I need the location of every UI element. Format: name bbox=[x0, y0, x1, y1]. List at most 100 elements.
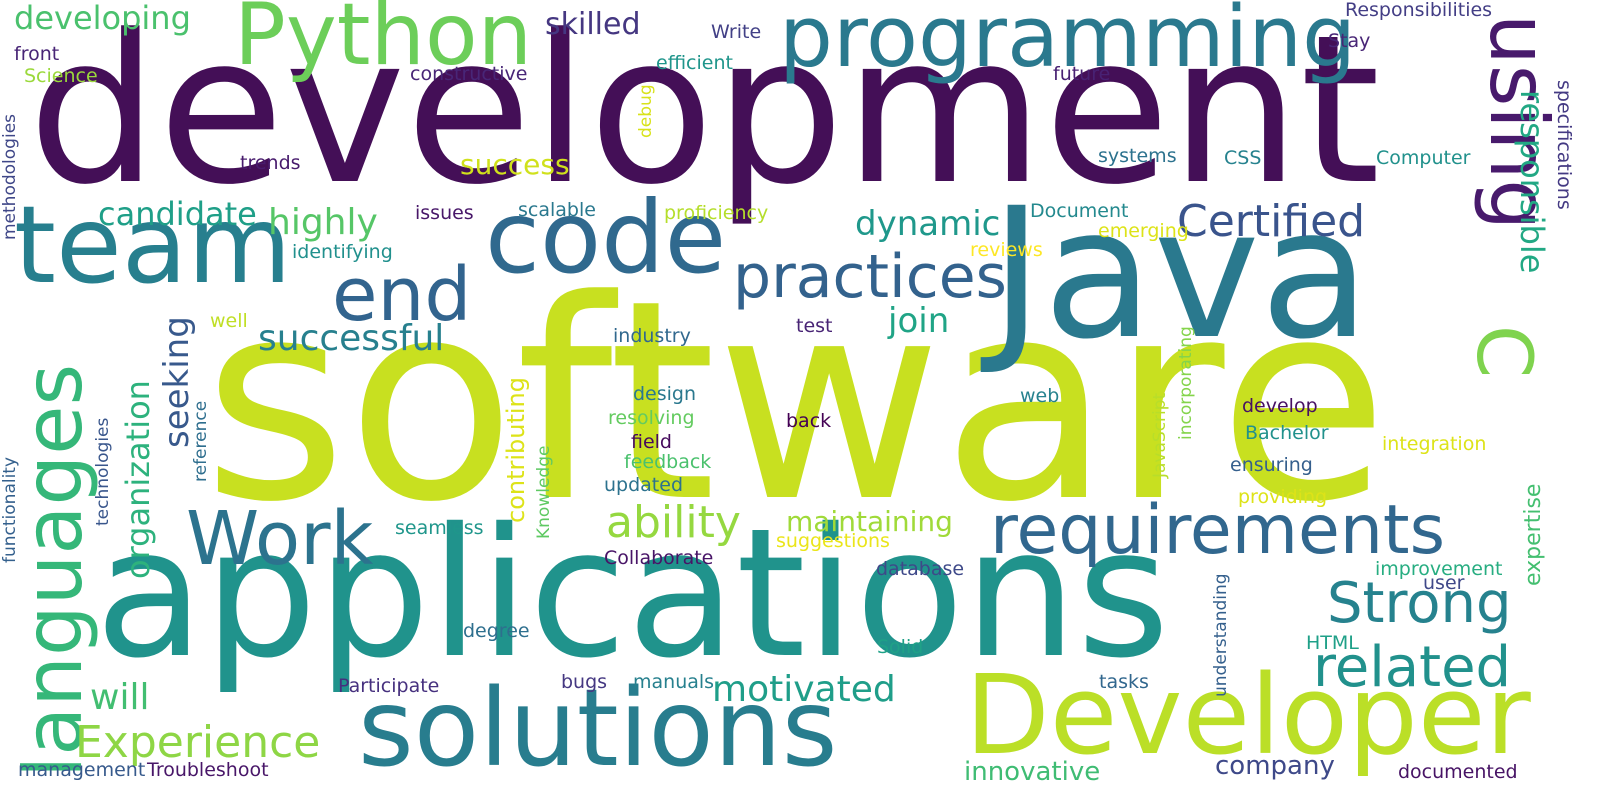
word-software: software bbox=[203, 242, 1389, 563]
word-programming: programming bbox=[779, 0, 1357, 87]
word-document: Document bbox=[1030, 200, 1129, 222]
word-user: user bbox=[1423, 572, 1465, 594]
word-degree: degree bbox=[463, 620, 530, 642]
word-html: HTML bbox=[1306, 632, 1359, 654]
word-methodologies: methodologies bbox=[0, 113, 20, 240]
word-ensuring: ensuring bbox=[1230, 454, 1313, 476]
word-work: Work bbox=[186, 496, 374, 582]
word-seamless: seamless bbox=[395, 517, 484, 539]
word-updated: updated bbox=[604, 474, 684, 496]
word-languages: languages bbox=[7, 363, 100, 778]
word-successful: successful bbox=[258, 318, 445, 359]
word-bachelor: Bachelor bbox=[1245, 422, 1329, 444]
word-motivated: motivated bbox=[712, 669, 896, 710]
word-developer: Developer bbox=[965, 651, 1531, 779]
word-team: team bbox=[14, 184, 292, 308]
word-issues: issues bbox=[415, 202, 474, 224]
word-front: front bbox=[14, 43, 60, 65]
word-field: field bbox=[631, 431, 672, 453]
word-debug: debug bbox=[636, 84, 656, 138]
word-c: C bbox=[1460, 325, 1549, 379]
word-reviews: reviews bbox=[970, 239, 1043, 261]
word-skilled: skilled bbox=[545, 7, 641, 42]
word-end: end bbox=[332, 252, 472, 338]
word-incorporating: incorporating bbox=[1176, 326, 1196, 440]
word-providing: providing bbox=[1238, 486, 1328, 508]
word-systems: systems bbox=[1098, 145, 1177, 167]
word-maintaining: maintaining bbox=[786, 505, 953, 538]
word-strong: Strong bbox=[1327, 571, 1512, 636]
word-developing: developing bbox=[14, 0, 191, 37]
word-practices: practices bbox=[733, 242, 1007, 312]
word-company: company bbox=[1215, 751, 1335, 781]
word-will: will bbox=[90, 677, 150, 718]
word-emerging: emerging bbox=[1098, 220, 1189, 242]
word-javascript: JavaScript bbox=[1150, 392, 1170, 478]
word-trends: trends bbox=[240, 152, 301, 174]
word-python: Python bbox=[234, 0, 533, 85]
word-well: well bbox=[210, 310, 248, 332]
word-computer: Computer bbox=[1376, 147, 1471, 169]
word-efficient: efficient bbox=[656, 52, 733, 74]
word-dynamic: dynamic bbox=[855, 204, 1001, 244]
word-stay: Stay bbox=[1328, 30, 1371, 52]
word-functionality: functionality bbox=[0, 456, 20, 563]
word-development: development bbox=[28, 0, 1381, 230]
word-resolving: resolving bbox=[608, 407, 695, 429]
word-expertise: expertise bbox=[1521, 483, 1546, 586]
word-industry: industry bbox=[613, 325, 691, 347]
word-innovative: innovative bbox=[964, 757, 1101, 787]
word-back: back bbox=[786, 410, 832, 432]
word-web: web bbox=[1020, 385, 1060, 407]
word-collaborate: Collaborate bbox=[604, 547, 714, 569]
word-candidate: candidate bbox=[98, 195, 257, 233]
word-write: Write bbox=[711, 21, 762, 43]
word-success: success bbox=[460, 148, 570, 181]
word-specifications: specifications bbox=[1553, 80, 1575, 210]
word-solid: Solid bbox=[877, 636, 924, 658]
word-bugs: bugs bbox=[561, 671, 608, 693]
word-identifying: identifying bbox=[292, 241, 393, 263]
word-future: future bbox=[1053, 63, 1111, 85]
word-improvement: improvement bbox=[1375, 558, 1503, 580]
word-responsibilities: Responsibilities bbox=[1345, 0, 1493, 21]
word-highly: highly bbox=[268, 202, 378, 243]
word-integration: integration bbox=[1382, 433, 1487, 455]
word-database: database bbox=[876, 558, 965, 580]
word-troubleshoot: Troubleshoot bbox=[147, 759, 269, 781]
word-related: related bbox=[1313, 635, 1512, 700]
word-technologies: technologies bbox=[93, 417, 113, 526]
word-java: Java bbox=[990, 170, 1371, 379]
word-responsible: responsible bbox=[1513, 90, 1551, 274]
word-reference: reference bbox=[191, 400, 211, 482]
word-scalable: scalable bbox=[518, 199, 596, 221]
word-design: design bbox=[633, 383, 697, 405]
word-documented: documented bbox=[1398, 761, 1518, 783]
word-solutions: solutions bbox=[358, 667, 838, 791]
word-test: test bbox=[796, 315, 833, 337]
word-organization: organization bbox=[119, 380, 157, 579]
word-ability: ability bbox=[606, 497, 741, 548]
word-experience: Experience bbox=[75, 717, 321, 768]
word-understanding: understanding bbox=[1211, 573, 1231, 697]
word-certified: Certified bbox=[1177, 196, 1366, 247]
word-knowledge: Knowledge bbox=[534, 445, 554, 539]
word-constructive: constructive bbox=[410, 63, 528, 85]
word-science: Science bbox=[24, 65, 98, 87]
word-code: code bbox=[485, 179, 727, 296]
word-tasks: tasks bbox=[1099, 671, 1149, 693]
word-seeking: seeking bbox=[157, 316, 197, 448]
word-feedback: feedback bbox=[624, 451, 712, 473]
word-proficiency: proficiency bbox=[664, 202, 769, 224]
word-applications: applications bbox=[95, 490, 1170, 697]
word-manuals: manuals bbox=[633, 671, 715, 693]
word-css: CSS bbox=[1224, 147, 1262, 169]
word-develop: develop bbox=[1242, 395, 1318, 417]
word-suggestions: suggestions bbox=[776, 530, 890, 552]
word-participate: Participate bbox=[338, 675, 440, 697]
word-requirements: requirements bbox=[990, 491, 1446, 570]
word-management: management bbox=[18, 759, 146, 781]
word-join: join bbox=[888, 301, 950, 341]
word-contributing: contributing bbox=[502, 376, 530, 523]
